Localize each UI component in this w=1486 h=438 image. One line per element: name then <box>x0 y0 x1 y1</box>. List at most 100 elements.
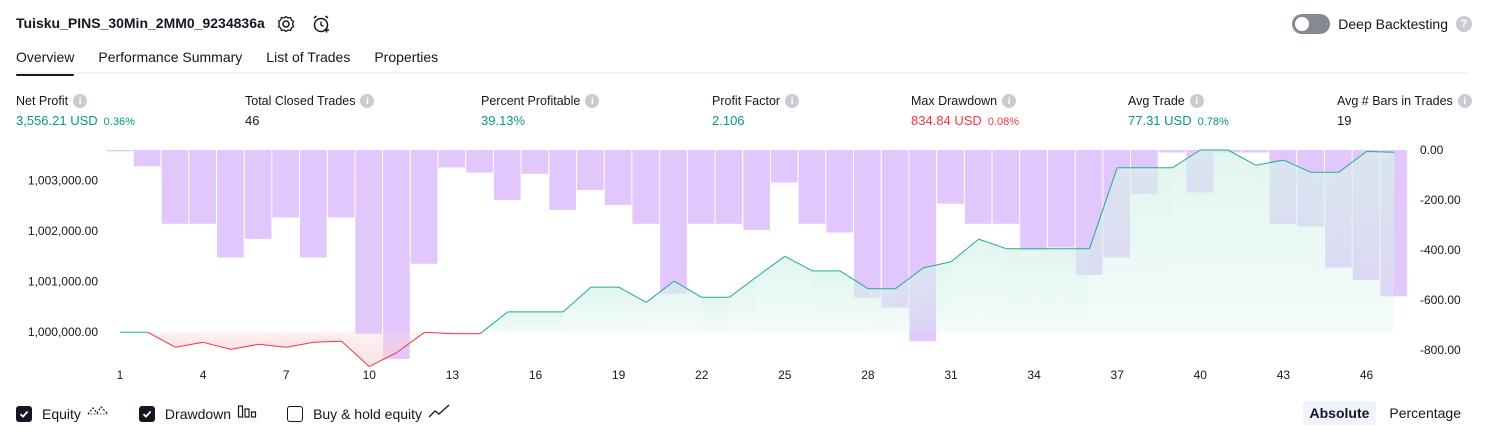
stat-value-text: 19 <box>1337 113 1352 128</box>
equity-negative-fill <box>313 332 342 343</box>
equity-negative-fill <box>397 332 425 353</box>
checkbox[interactable] <box>138 405 155 422</box>
value-mode-switch: Absolute Percentage <box>1302 401 1469 425</box>
equity-negative-fill <box>424 332 453 334</box>
legend-label: Equity <box>42 405 81 422</box>
equity-positive-fill <box>535 311 564 333</box>
stat-net-profit: Net Profit i 3,556.21 USD 0.36% <box>16 92 135 128</box>
equity-segment <box>369 351 398 368</box>
x-axis-tick: 31 <box>944 368 958 380</box>
drawdown-bar <box>992 150 1020 224</box>
legend-equity-toggle[interactable]: Equity <box>16 403 109 424</box>
report-tabs: Overview Performance Summary List of Trade… <box>16 46 439 76</box>
drawdown-bar <box>660 150 687 294</box>
equity-segment <box>424 331 453 335</box>
drawdown-bar <box>521 150 549 174</box>
equity-positive-fill <box>646 281 674 333</box>
equity-positive-fill <box>1228 150 1256 333</box>
tab-performance-summary[interactable]: Performance Summary <box>98 49 243 65</box>
right-axis-tick: -800.00 <box>1420 343 1461 357</box>
mode-absolute-button[interactable]: Absolute <box>1302 401 1377 425</box>
stat-label: Net Profit i <box>16 92 135 110</box>
tab-properties[interactable]: Properties <box>374 49 439 65</box>
drawdown-bar <box>1158 150 1186 153</box>
drawdown-bar <box>687 150 715 224</box>
stat-max-drawdown: Max Drawdown i 834.84 USD 0.08% <box>911 92 1019 128</box>
checkbox[interactable] <box>287 405 304 422</box>
info-icon[interactable]: i <box>585 94 600 108</box>
left-axis-tick: 1,000,000.00 <box>28 325 98 339</box>
right-axis-tick: -200.00 <box>1420 193 1461 207</box>
left-axis-tick: 1,001,000.00 <box>28 275 98 289</box>
drawdown-bar <box>1048 150 1075 248</box>
info-icon[interactable]: i <box>73 94 88 108</box>
drawdown-bar <box>272 150 299 218</box>
stat-profit-factor: Profit Factor i 2.106 <box>712 92 800 128</box>
strategy-title: Tuisku_PINS_30Min_2MM0_9234836a <box>16 15 265 31</box>
info-icon[interactable]: i <box>1457 94 1472 108</box>
drawdown-bar <box>577 150 604 190</box>
equity-segment <box>895 267 924 290</box>
stat-value: 39.13% <box>481 113 599 128</box>
drawdown-bar <box>770 150 798 183</box>
stat-value: 3,556.21 USD 0.36% <box>16 113 135 128</box>
info-icon[interactable]: i <box>1002 94 1017 108</box>
equity-segment <box>230 343 259 350</box>
info-icon[interactable]: i <box>360 94 375 108</box>
stat-label: Avg # Bars in Trades i <box>1337 92 1472 110</box>
drawdown-bar <box>854 150 881 298</box>
drawdown-bar <box>549 150 577 210</box>
drawdown-bar <box>244 150 272 239</box>
stat-label-text: Profit Factor <box>712 94 781 108</box>
x-axis-tick: 1 <box>117 368 124 380</box>
help-icon[interactable]: ? <box>1456 16 1472 32</box>
mode-percentage-button[interactable]: Percentage <box>1389 405 1461 421</box>
add-alert-clock-icon[interactable] <box>311 14 331 34</box>
drawdown-bar <box>881 150 909 308</box>
stat-value-text: 2.106 <box>712 113 745 128</box>
stat-avg-bars-in-trades: Avg # Bars in Trades i 19 <box>1337 92 1472 128</box>
equity-positive-fill <box>840 270 868 333</box>
equity-segment <box>978 238 1007 250</box>
legend-drawdown-toggle[interactable]: Drawdown <box>138 403 257 424</box>
drawdown-bar <box>937 150 964 204</box>
equity-positive-fill <box>784 256 813 333</box>
equity-positive-fill <box>1144 167 1173 333</box>
stat-label: Max Drawdown i <box>911 92 1019 110</box>
equity-line <box>120 149 1395 368</box>
equity-segment <box>286 341 314 348</box>
stat-label: Total Closed Trades i <box>245 92 375 110</box>
tab-overview[interactable]: Overview <box>16 46 75 76</box>
info-icon[interactable]: i <box>785 94 800 108</box>
legend-buy-hold-equity-toggle[interactable]: Buy & hold equity <box>287 403 450 424</box>
drawdown-bar <box>826 150 853 233</box>
stat-value-text: 46 <box>245 113 260 128</box>
equity-positive-fill <box>1172 150 1201 333</box>
legend-label: Buy & hold equity <box>313 405 423 422</box>
equity-negative-fill <box>341 332 370 367</box>
drawdown-bar <box>355 150 383 334</box>
equity-segment <box>729 276 758 298</box>
x-axis-tick: 25 <box>778 368 792 380</box>
checkbox[interactable] <box>16 405 32 422</box>
equity-positive-fill <box>1034 248 1062 333</box>
drawdown-bar <box>632 150 660 224</box>
equity-positive-fill <box>1311 172 1339 333</box>
stat-percent: 0.08% <box>987 116 1020 128</box>
drawdown-bar <box>438 150 466 168</box>
equity-segment <box>756 255 786 277</box>
stats-row: Net Profit i 3,556.21 USD 0.36% Total Closed… <box>0 92 1486 132</box>
equity-segment <box>396 331 425 353</box>
drawdown-bar <box>493 150 521 200</box>
info-icon[interactable]: i <box>1189 94 1204 108</box>
stat-value: 834.84 USD 0.08% <box>911 113 1019 128</box>
settings-gear-icon[interactable] <box>277 15 295 33</box>
equity-segment <box>147 331 176 348</box>
x-axis-tick: 16 <box>529 368 543 380</box>
tab-list-of-trades[interactable]: List of Trades <box>266 49 351 65</box>
deep-backtesting-toggle[interactable] <box>1292 14 1331 34</box>
drawdown-bar <box>217 150 244 258</box>
x-axis-tick: 7 <box>283 368 290 380</box>
equity-segment <box>1283 159 1312 173</box>
equity-segment <box>1089 167 1118 249</box>
